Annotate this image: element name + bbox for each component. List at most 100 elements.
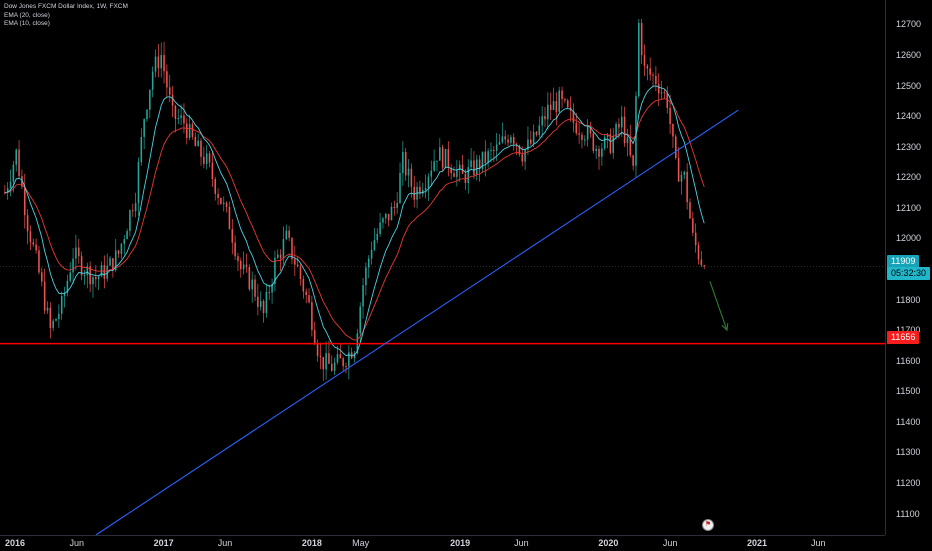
price-tick-label: 12200 [896,172,922,183]
candle-body [63,292,66,296]
candle-body [561,90,563,100]
candle-body [692,218,694,233]
candle-body [197,140,199,147]
candle-body [390,206,393,221]
candle-body [640,22,643,56]
candle-body [444,149,447,168]
candle-body [481,151,484,169]
candle-body [657,83,660,94]
candle-body [566,100,569,108]
candle-body [325,353,327,370]
candle-body [649,68,651,75]
candle-body [282,239,285,259]
candle-body [174,105,177,119]
candle-body [419,186,421,194]
candle-body [69,272,72,281]
candle-body [200,140,202,157]
candle-body [342,358,344,367]
candle-body [510,136,512,143]
candle-body [450,167,452,174]
candle-body [149,89,151,110]
candle-body [203,156,205,164]
candle-body [157,56,160,69]
candle-body [441,147,444,168]
candle-body [436,160,438,162]
candle-body [129,210,131,231]
price-tick-label: 12100 [896,202,922,213]
candle-body [299,266,302,279]
candle-body [9,181,12,189]
price-axis[interactable] [885,0,932,535]
candle-body [532,131,535,144]
candle-body [538,125,541,135]
candle-body [154,56,157,72]
ema20-line [4,98,705,341]
candle-body [382,218,384,223]
candle-body [251,279,253,290]
candle-body [359,306,361,334]
ema10-line [4,85,705,356]
candle-body [279,254,282,259]
candle-body [407,168,410,176]
candle-body [501,136,504,143]
candle-body [271,283,273,293]
candle-body [638,22,640,97]
candle-body [92,277,94,285]
candle-body [43,281,46,311]
candle-body [168,87,171,95]
price-tick-label: 11600 [896,355,921,366]
event-flag-icon[interactable]: ⚑ [702,519,714,531]
bar-countdown-badge: 05:32:30 [887,267,931,280]
candle-body [396,202,398,208]
candle-body [245,264,248,268]
time-tick-label: 2021 [746,538,768,548]
candle-body [137,162,140,204]
candle-body [464,173,467,183]
candle-body [237,256,239,261]
symbol-title: Dow Jones FXCM Dollar Index, 1W, FXCM [4,3,128,10]
candle-body [146,109,148,120]
candle-body [379,222,381,234]
candle-body [385,213,387,219]
candle-body [259,301,262,307]
candle-body [333,362,336,371]
time-tick-label: 2018 [301,538,322,548]
candle-body [75,247,77,259]
candle-body [694,232,697,246]
candle-body [6,188,9,193]
candle-body [55,319,57,321]
candle-body [663,92,666,94]
candle-body [23,186,26,216]
candle-body [484,151,487,163]
price-tick-label: 11500 [896,386,921,397]
candle-body [453,173,455,177]
candle-body [666,92,669,108]
candle-body [609,134,612,153]
candle-body [478,159,481,169]
candle-body [365,267,367,286]
candle-body [205,153,208,164]
candle-body [581,134,583,140]
price-tick-label: 11700 [896,325,920,335]
candle-body [112,258,114,271]
candle-body [49,307,52,328]
candle-body [672,123,674,137]
candle-body [433,161,435,171]
time-axis[interactable] [0,535,885,551]
candle-body [52,320,54,328]
candle-body [188,124,191,138]
candle-body [66,280,69,293]
candle-body [262,301,265,314]
candle-body [83,275,86,277]
candle-body [626,137,629,144]
time-tick-label: Jun [217,538,233,548]
candle-body [470,160,472,168]
candle-body [530,139,532,144]
candle-body [32,242,35,245]
candle-body [348,352,350,367]
price-tick-label: 12700 [896,19,922,30]
candle-body [89,266,91,285]
price-tick-label: 12600 [896,50,922,61]
